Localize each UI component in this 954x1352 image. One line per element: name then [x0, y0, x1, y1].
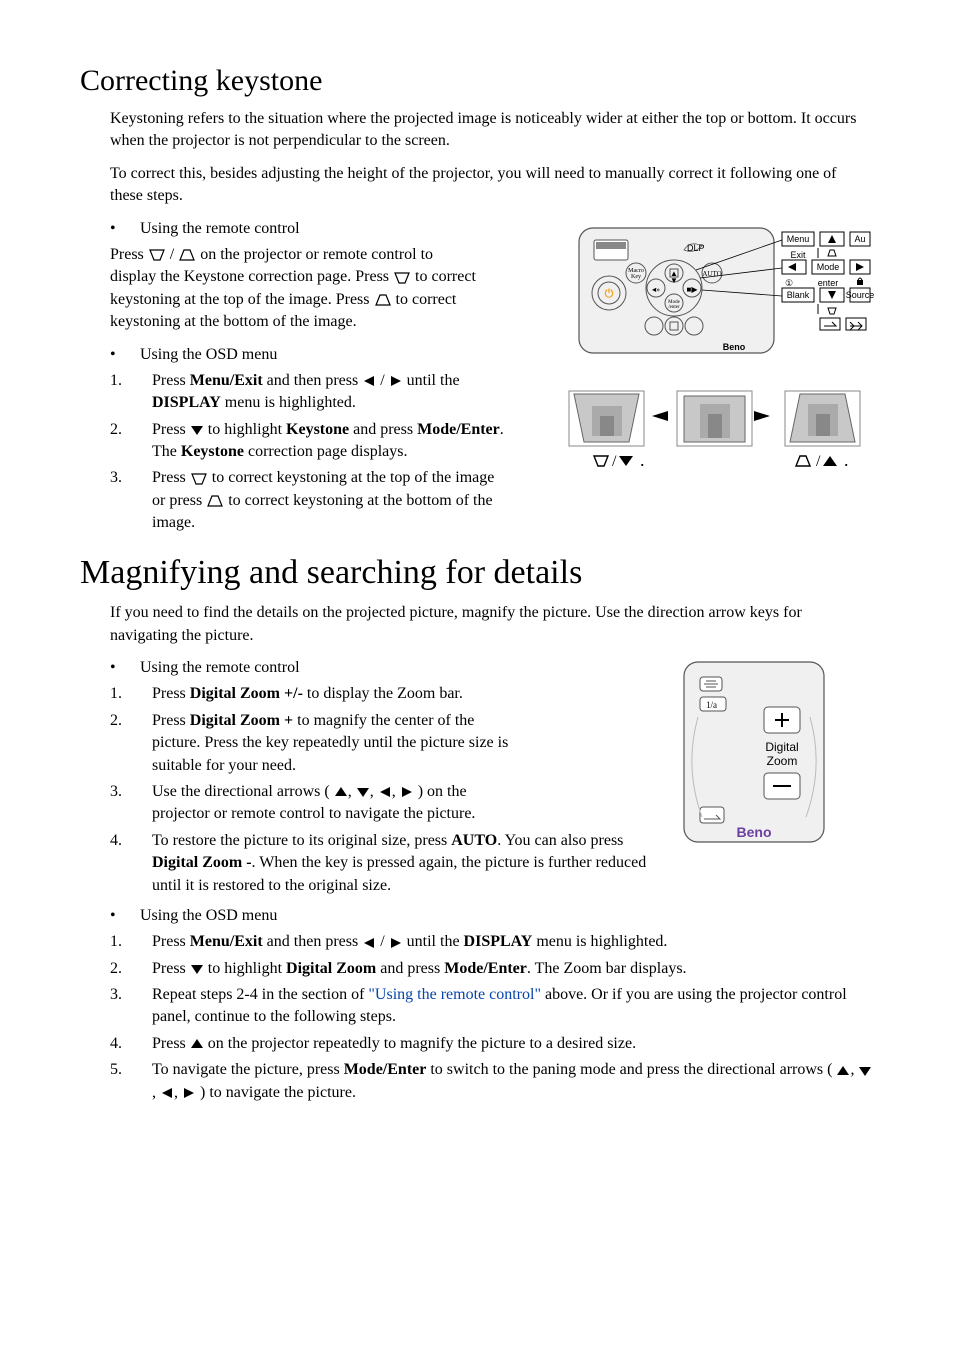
down-arrow-icon — [190, 424, 204, 436]
step-num: 5. — [110, 1059, 152, 1081]
keystone-bullet-remote: • Using the remote control — [110, 218, 554, 240]
trapezoid-narrow-top-icon — [206, 494, 224, 508]
bullet-dot: • — [110, 344, 140, 366]
exit-label: Exit — [790, 250, 806, 260]
step-num: 2. — [110, 710, 152, 732]
magnify-r-step-4: 4. To restore the picture to its origina… — [110, 830, 654, 897]
remote-diagram-top: DLP ⏻ ◂» ■▶ ▲ ▼ Macro Key AUTO Mode /ent… — [574, 218, 874, 370]
bullet-dot: • — [110, 218, 140, 240]
keystone-heading: Correcting keystone — [80, 60, 874, 102]
up-arrow-icon — [334, 786, 348, 798]
keystone-example-wide-top — [569, 391, 644, 446]
magnify-r-step-3: 3. Use the directional arrows ( , , , ) … — [110, 781, 510, 826]
magnify-r-step-2: 2. Press Digital Zoom + to magnify the c… — [110, 710, 510, 777]
left-arrow-icon — [378, 786, 392, 798]
keystone-step-3: 3. Press to correct keystoning at the to… — [110, 467, 510, 534]
keystone-example-wide-bottom — [785, 391, 860, 446]
bullet-text: Using the remote control — [140, 218, 554, 240]
right-arrow-icon — [400, 786, 414, 798]
zoom-remote-diagram: 1/a Digital Zoom Beno — [674, 657, 834, 854]
keystone-remote-para: Press / on the projector or remote contr… — [110, 244, 480, 334]
left-arrow-icon — [362, 937, 376, 949]
source-btn-label: Source — [846, 290, 874, 300]
step-num: 4. — [110, 1033, 152, 1055]
magnify-intro: If you need to find the details on the p… — [110, 602, 870, 647]
magnify-o-step-4: 4. Press on the projector repeatedly to … — [110, 1033, 874, 1055]
vol-icon: ◂» — [652, 285, 660, 294]
step-num: 1. — [110, 683, 152, 705]
play-icon: ■▶ — [687, 285, 699, 294]
magnify-o-step-5: 5. To navigate the picture, press Mode/E… — [110, 1059, 874, 1104]
zoom-label-2: Zoom — [767, 754, 798, 768]
step-num: 2. — [110, 958, 152, 980]
step-num: 1. — [110, 931, 152, 953]
enter-label: enter — [818, 278, 839, 288]
beno-label-1: Beno — [723, 342, 746, 352]
svg-text:/: / — [816, 453, 821, 470]
power-icon: ⏻ — [605, 287, 614, 300]
bullet-dot: • — [110, 905, 140, 927]
step-num: 4. — [110, 830, 152, 852]
keystone-step-2: 2. Press to highlight Keystone and press… — [110, 419, 510, 464]
trapezoid-narrow-top-icon — [178, 248, 196, 262]
down-arrow-icon — [858, 1065, 872, 1077]
mode-btn-label: Mode — [817, 262, 840, 272]
bullet-text: Using the remote control — [140, 657, 654, 679]
up-arrow-icon — [190, 1038, 204, 1050]
keystone-example-correct — [677, 391, 752, 446]
bullet-text: Using the OSD menu — [140, 905, 874, 927]
magnify-o-step-2: 2. Press to highlight Digital Zoom and p… — [110, 958, 874, 980]
svg-text:/: / — [612, 453, 617, 470]
keystone-intro-1: Keystoning refers to the situation where… — [110, 108, 870, 153]
down-arrow-icon — [190, 963, 204, 975]
magnify-heading: Magnifying and searching for details — [80, 549, 874, 597]
svg-text:Au: Au — [854, 234, 865, 244]
right-arrow-icon — [182, 1087, 196, 1099]
svg-text:Key: Key — [631, 274, 641, 280]
dlp-label: DLP — [687, 243, 705, 253]
trapezoid-narrow-bottom-icon — [190, 472, 208, 486]
blank-btn-label: Blank — [787, 290, 810, 300]
magnify-bullet-osd: • Using the OSD menu — [110, 905, 874, 927]
remote-control-link[interactable]: "Using the remote control" — [368, 986, 541, 1003]
diagram-period-2: . — [844, 450, 849, 470]
step-num: 3. — [110, 984, 152, 1006]
bullet-dot: • — [110, 657, 140, 679]
keystone-step-1: 1. Press Menu/Exit and then press / unti… — [110, 370, 510, 415]
left-arrow-icon — [362, 375, 376, 387]
right-arrow-icon — [389, 937, 403, 949]
step-num: 3. — [110, 467, 152, 489]
svg-text:①: ① — [785, 278, 793, 288]
beno-label-2: Beno — [737, 824, 772, 840]
keystone-intro-2: To correct this, besides adjusting the h… — [110, 163, 870, 208]
step-num: 2. — [110, 419, 152, 441]
step-num: 1. — [110, 370, 152, 392]
right-arrow-icon — [389, 375, 403, 387]
diagram-period-1: . — [640, 450, 645, 470]
down-arrow-icon — [356, 786, 370, 798]
bullet-text: Using the OSD menu — [140, 344, 554, 366]
step-num: 3. — [110, 781, 152, 803]
left-arrow-icon — [160, 1087, 174, 1099]
svg-text:▼: ▼ — [670, 276, 678, 285]
magnify-o-step-1: 1. Press Menu/Exit and then press / unti… — [110, 931, 874, 953]
trapezoid-narrow-bottom-icon — [393, 271, 411, 285]
keystone-bullet-osd: • Using the OSD menu — [110, 344, 554, 366]
menu-btn-label: Menu — [787, 234, 810, 244]
up-arrow-icon — [836, 1065, 850, 1077]
magnify-r-step-1: 1. Press Digital Zoom +/- to display the… — [110, 683, 510, 705]
magnify-o-step-3: 3. Repeat steps 2-4 in the section of "U… — [110, 984, 874, 1029]
trapezoid-narrow-bottom-icon — [148, 248, 166, 262]
svg-text:/enter: /enter — [668, 305, 680, 310]
svg-text:1/a: 1/a — [706, 700, 717, 710]
magnify-bullet-remote: • Using the remote control — [110, 657, 654, 679]
keystone-effect-diagram: / . / . — [564, 386, 874, 493]
zoom-label-1: Digital — [765, 740, 798, 754]
trapezoid-narrow-top-icon — [374, 293, 392, 307]
